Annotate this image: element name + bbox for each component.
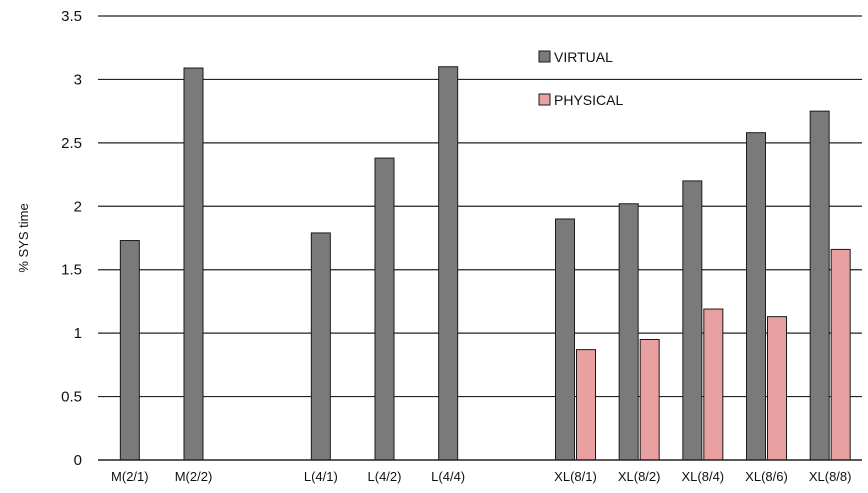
bar-virtual	[746, 132, 766, 461]
bar-physical	[767, 316, 787, 461]
legend: VIRTUAL PHYSICAL	[538, 49, 623, 108]
y-tick-label: 1	[74, 325, 82, 342]
bar-physical	[830, 248, 851, 461]
bar-physical	[703, 308, 724, 461]
y-tick-label: 2.5	[61, 135, 82, 152]
bar-physical	[639, 338, 660, 461]
legend-label-virtual: VIRTUAL	[554, 49, 613, 65]
x-tick-label: M(2/1)	[111, 469, 149, 484]
x-tick-label: XL(8/1)	[554, 469, 597, 484]
bar-virtual	[809, 110, 830, 461]
x-tick-label: XL(8/8)	[809, 469, 852, 484]
grid-lines	[98, 15, 862, 398]
y-tick-label: 1.5	[61, 262, 82, 279]
bar-virtual	[310, 232, 331, 461]
x-axis-labels: M(2/1) M(2/2) L(4/1) L(4/2) L(4/4) XL(8/1) XL(…	[111, 469, 851, 484]
x-tick-label: XL(8/4)	[682, 469, 725, 484]
bar-virtual	[438, 66, 459, 461]
y-tick-label: 2	[74, 198, 82, 215]
y-tick-label: 3	[74, 71, 82, 88]
bar-virtual	[119, 240, 140, 461]
y-axis-ticks: 0 0.5 1 1.5 2 2.5 3 3.5	[61, 8, 82, 469]
bars	[119, 66, 851, 461]
x-tick-label: L(4/2)	[368, 469, 402, 484]
bar-virtual	[618, 203, 639, 461]
bar-virtual	[682, 180, 703, 461]
x-tick-label: L(4/4)	[431, 469, 465, 484]
bar-virtual	[374, 157, 395, 461]
bar-virtual	[183, 67, 204, 461]
y-axis-title: % SYS time	[16, 203, 31, 272]
bar-virtual	[555, 218, 575, 461]
x-tick-label: L(4/1)	[304, 469, 338, 484]
bar-physical	[576, 349, 596, 461]
legend-label-physical: PHYSICAL	[554, 92, 623, 108]
y-tick-label: 0	[74, 452, 82, 469]
y-tick-label: 0.5	[61, 389, 82, 406]
x-tick-label: M(2/2)	[175, 469, 213, 484]
y-tick-label: 3.5	[61, 8, 82, 25]
x-tick-label: XL(8/2)	[618, 469, 661, 484]
x-tick-label: XL(8/6)	[745, 469, 788, 484]
legend-swatch-virtual	[538, 50, 551, 63]
legend-swatch-physical	[538, 93, 551, 106]
